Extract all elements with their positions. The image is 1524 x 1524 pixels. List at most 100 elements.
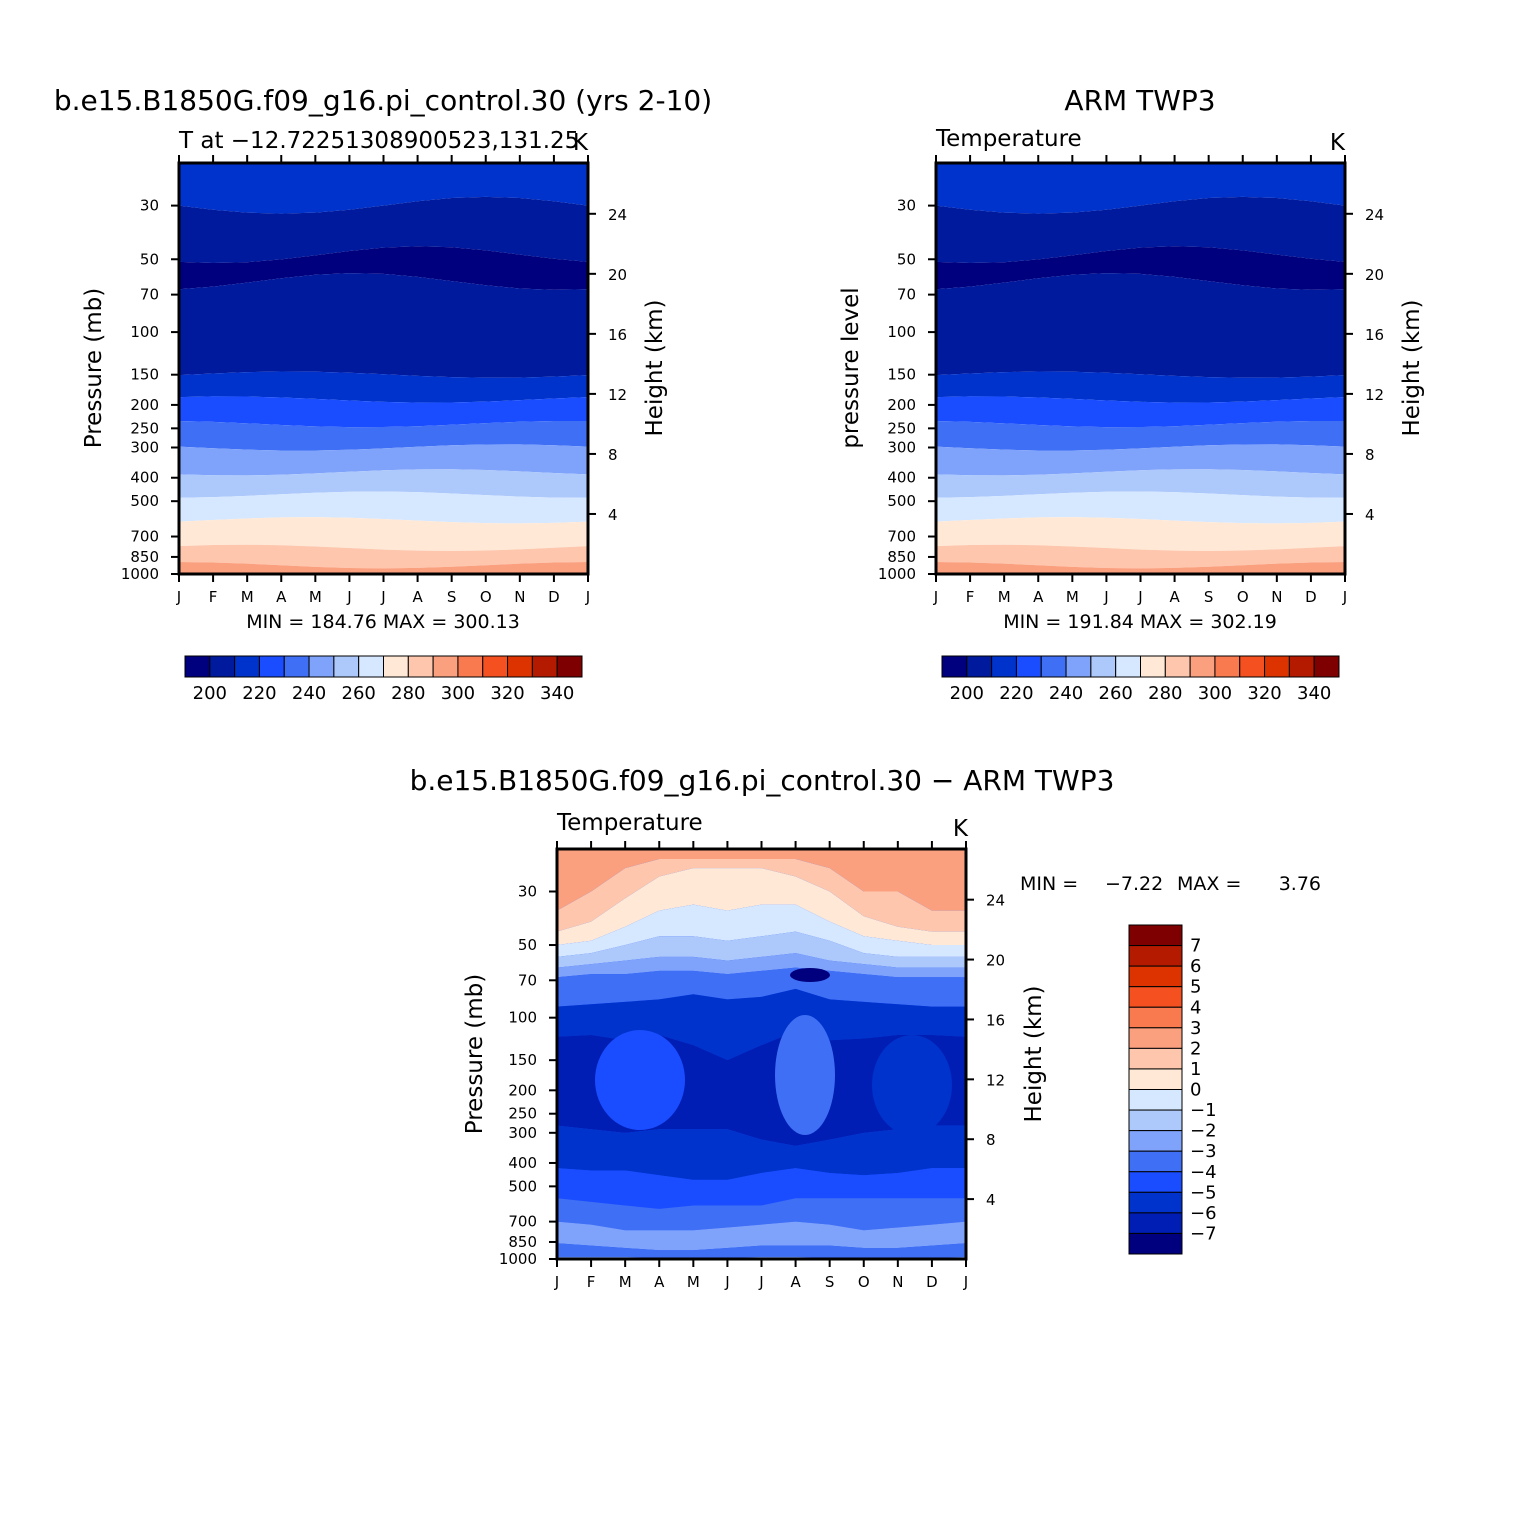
x-tick-label: O: [480, 588, 492, 606]
colorbar-label: 7: [1190, 936, 1201, 957]
colorbar-swatch: [209, 655, 236, 678]
x-tick-label: F: [966, 588, 975, 606]
x-tick-label: J: [1137, 588, 1142, 606]
x-tick-label: A: [654, 1273, 665, 1291]
contour-band: [557, 988, 966, 1061]
x-tick-label: J: [758, 1273, 763, 1291]
panel2-stats: MIN = 191.84 MAX = 302.19: [1003, 611, 1277, 633]
colorbar-swatch: [1214, 655, 1241, 678]
y-tick-label: 1000: [878, 565, 916, 583]
panel2-axes: J F M A M J J A S O N D J 30 50 70 100 150 200 250 300 400 500…: [878, 155, 1384, 606]
colorbar-swatch: [258, 655, 285, 678]
contour-band: [557, 1125, 966, 1180]
contour-band: [936, 246, 1345, 290]
colorbar-swatch: [1128, 965, 1183, 988]
height-tick-label: 4: [608, 506, 618, 524]
colorbar-label: 320: [1247, 683, 1281, 704]
y-tick-label: 100: [508, 1009, 537, 1027]
contour-band: [179, 273, 588, 378]
panel1-axes: J F M A M J J A S O N D J 30 50 70 100 150 200 250 300 400 500…: [121, 155, 627, 606]
x-tick-label: M: [309, 588, 322, 606]
contour-band: [179, 163, 588, 214]
colorbar-label: 220: [242, 683, 276, 704]
y-tick-label: 850: [130, 548, 159, 566]
colorbar-swatch: [432, 655, 459, 678]
colorbar-swatch: [184, 655, 211, 678]
x-tick-label: J: [176, 588, 181, 606]
colorbar-swatch: [1128, 1130, 1183, 1152]
panel2-ylabel-right: Height (km): [1399, 299, 1425, 436]
contour-band: [557, 858, 966, 932]
y-tick-label: 30: [897, 197, 916, 215]
contour-band: [936, 163, 1345, 214]
x-tick-label: A: [1169, 588, 1180, 606]
panel3-ylabel-right: Height (km): [1021, 985, 1047, 1122]
panel2-title: ARM TWP3: [1064, 84, 1215, 117]
panel1-stats: MIN = 184.76 MAX = 300.13: [246, 611, 520, 633]
panel3-contour-fill: [557, 849, 966, 1259]
y-tick-label: 250: [130, 419, 159, 437]
x-tick-label: O: [858, 1273, 870, 1291]
panel-obs: ARM TWP3 Temperature K J F M A M J J A S O N D J 30 50…: [838, 84, 1425, 704]
x-tick-label: A: [276, 588, 287, 606]
contour-band: [936, 517, 1345, 551]
contour-band: [557, 904, 966, 957]
colorbar-label: 240: [292, 683, 326, 704]
colorbar-swatch: [1164, 655, 1191, 678]
contour-band: [936, 562, 1345, 574]
panel1-contour-fill: [179, 163, 588, 574]
contour-band: [557, 868, 966, 946]
colorbar-label: 260: [342, 683, 376, 704]
height-tick-label: 20: [608, 266, 627, 284]
colorbar-swatch: [1128, 1006, 1183, 1029]
contour-band: [179, 517, 588, 551]
colorbar-swatch: [283, 655, 310, 678]
colorbar-swatch: [1128, 945, 1183, 967]
contour-band: [936, 544, 1345, 569]
colorbar-label: 220: [999, 683, 1033, 704]
x-tick-label: F: [587, 1273, 596, 1291]
colorbar-swatch: [1128, 1212, 1183, 1234]
y-tick-label: 500: [508, 1177, 537, 1195]
colorbar-swatch: [1128, 1150, 1183, 1173]
colorbar-label: 200: [193, 683, 227, 704]
x-tick-label: M: [687, 1273, 700, 1291]
contour-band: [557, 1168, 966, 1209]
contour-band: [179, 469, 588, 498]
colorbar-label: 340: [540, 683, 574, 704]
height-tick-label: 12: [986, 1071, 1005, 1089]
panel1-ylabel-right: Height (km): [642, 299, 668, 436]
contour-band: [557, 1198, 966, 1231]
x-tick-label: J: [585, 588, 590, 606]
colorbar-swatch: [308, 655, 335, 678]
colorbar-label: 280: [391, 683, 425, 704]
y-tick-label: 300: [130, 439, 159, 457]
colorbar-label: 300: [1198, 683, 1232, 704]
contour-band: [557, 967, 966, 1007]
height-tick-label: 24: [986, 892, 1005, 910]
panel3-subtitle: Temperature: [556, 810, 703, 836]
contour-band: [936, 491, 1345, 524]
x-tick-label: A: [412, 588, 423, 606]
colorbar-swatch: [1128, 1232, 1183, 1255]
y-tick-label: 500: [130, 492, 159, 510]
height-tick-label: 4: [986, 1191, 996, 1209]
panel3-stats-min: −7.22: [1105, 873, 1163, 895]
y-tick-label: 30: [518, 882, 537, 900]
height-tick-label: 8: [608, 446, 618, 464]
height-tick-label: 20: [1365, 266, 1384, 284]
colorbar-label: −7: [1190, 1223, 1217, 1244]
x-tick-label: J: [380, 588, 385, 606]
height-tick-label: 24: [1365, 206, 1384, 224]
contour-band: [936, 396, 1345, 428]
colorbar-swatch: [507, 655, 533, 678]
y-tick-label: 850: [887, 548, 916, 566]
x-tick-label: J: [554, 1273, 559, 1291]
height-tick-label: 8: [1365, 446, 1375, 464]
height-tick-label: 12: [1365, 386, 1384, 404]
colorbar-swatch: [556, 655, 583, 678]
colorbar-label: 240: [1049, 683, 1083, 704]
y-tick-label: 150: [887, 366, 916, 384]
height-tick-label: 20: [986, 952, 1005, 970]
colorbar-swatch: [1090, 655, 1117, 678]
